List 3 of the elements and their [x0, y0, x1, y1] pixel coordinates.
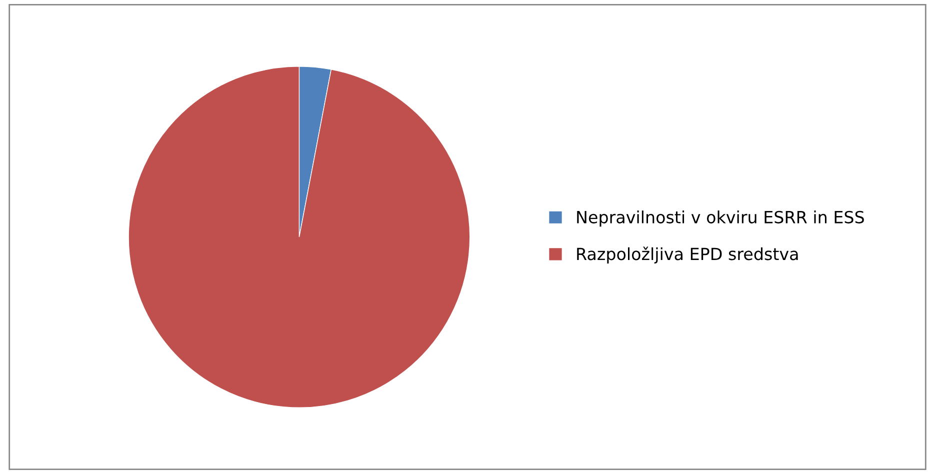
pie-slice [128, 66, 470, 408]
legend-label: Nepravilnosti v okviru ESRR in ESS [577, 210, 864, 227]
legend-label: Razpoložljiva EPD sredstva [577, 246, 798, 264]
